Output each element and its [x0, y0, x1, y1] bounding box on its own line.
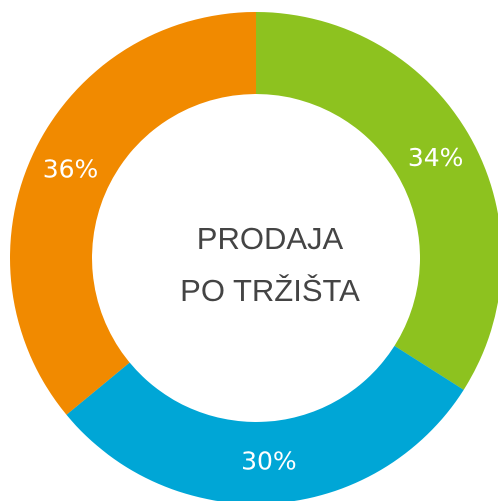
chart-title: PRODAJA: [197, 221, 344, 256]
data-label: 30%: [241, 447, 297, 476]
data-label: 36%: [43, 155, 99, 184]
donut-segment: [66, 345, 464, 501]
chart-title: PO TRŽIŠTA: [180, 273, 360, 308]
donut-segment: [9, 12, 257, 415]
donut-segment: [256, 12, 498, 390]
data-label: 34%: [408, 143, 464, 172]
